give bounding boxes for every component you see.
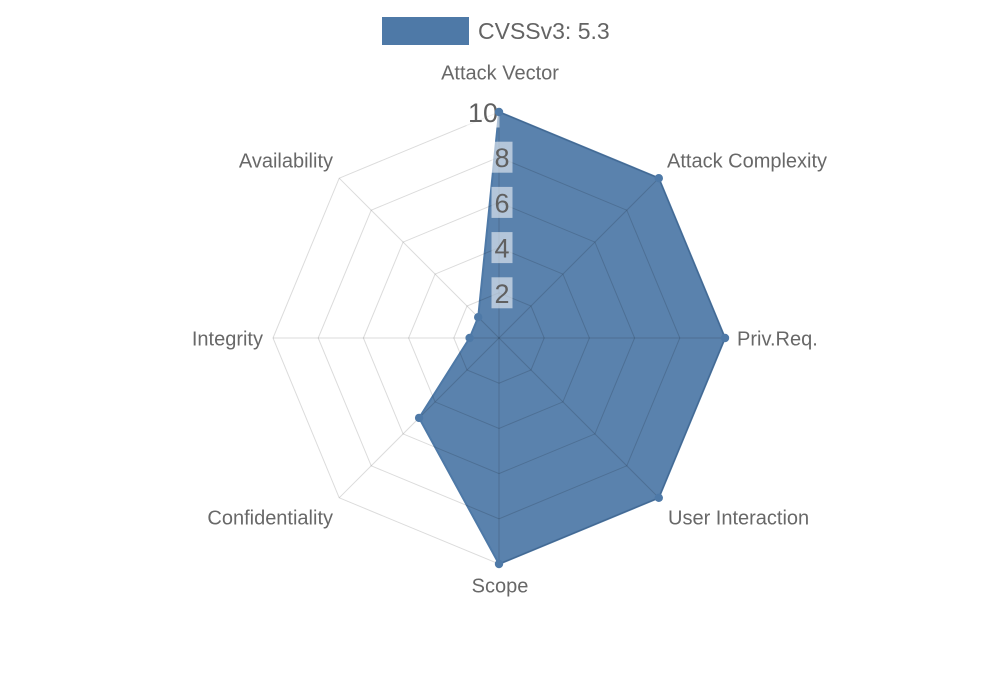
- radial-tick-label: 6: [494, 188, 509, 218]
- data-point: [720, 333, 730, 343]
- grid-spoke: [498, 337, 660, 499]
- axis-label-attack-complexity: Attack Complexity: [667, 150, 828, 173]
- axis-label-availability: Availability: [238, 150, 333, 173]
- data-point: [494, 107, 504, 117]
- axis-label-integrity: Integrity: [191, 328, 263, 351]
- tick-backdrop: [466, 96, 500, 128]
- data-point: [654, 174, 663, 183]
- legend-swatch: [382, 17, 469, 45]
- axis-label-confidentiality: Confidentiality: [207, 507, 333, 530]
- data-point: [654, 493, 663, 502]
- grid-spoke: [338, 177, 500, 339]
- legend-label: CVSSv3: 5.3: [478, 17, 610, 44]
- data-point: [474, 313, 483, 322]
- grid-ring: [362, 201, 636, 475]
- data-point: [465, 333, 474, 343]
- tick-backdrop: [491, 232, 513, 264]
- data-point: [494, 559, 504, 569]
- radial-tick-label: 2: [494, 279, 509, 309]
- axis-label-attack-vector: Attack Vector: [441, 62, 559, 85]
- axis-label-priv-req: Priv.Req.: [737, 328, 818, 351]
- axis-label-user-interaction: User Interaction: [668, 507, 810, 530]
- axis-label-scope: Scope: [471, 575, 529, 598]
- radial-tick-label: 10: [468, 98, 498, 128]
- grid-ring: [408, 247, 590, 429]
- data-point: [414, 413, 424, 423]
- tick-backdrop: [491, 141, 513, 173]
- tick-backdrop: [491, 186, 513, 218]
- chart-legend: CVSSv3: 5.3: [382, 15, 610, 47]
- tick-backdrop: [491, 277, 513, 309]
- grid-ring: [317, 156, 681, 520]
- radial-tick-label: 8: [494, 143, 509, 173]
- grid-spoke: [498, 177, 660, 339]
- radial-tick-label: 4: [494, 234, 509, 264]
- grid-ring: [453, 292, 545, 384]
